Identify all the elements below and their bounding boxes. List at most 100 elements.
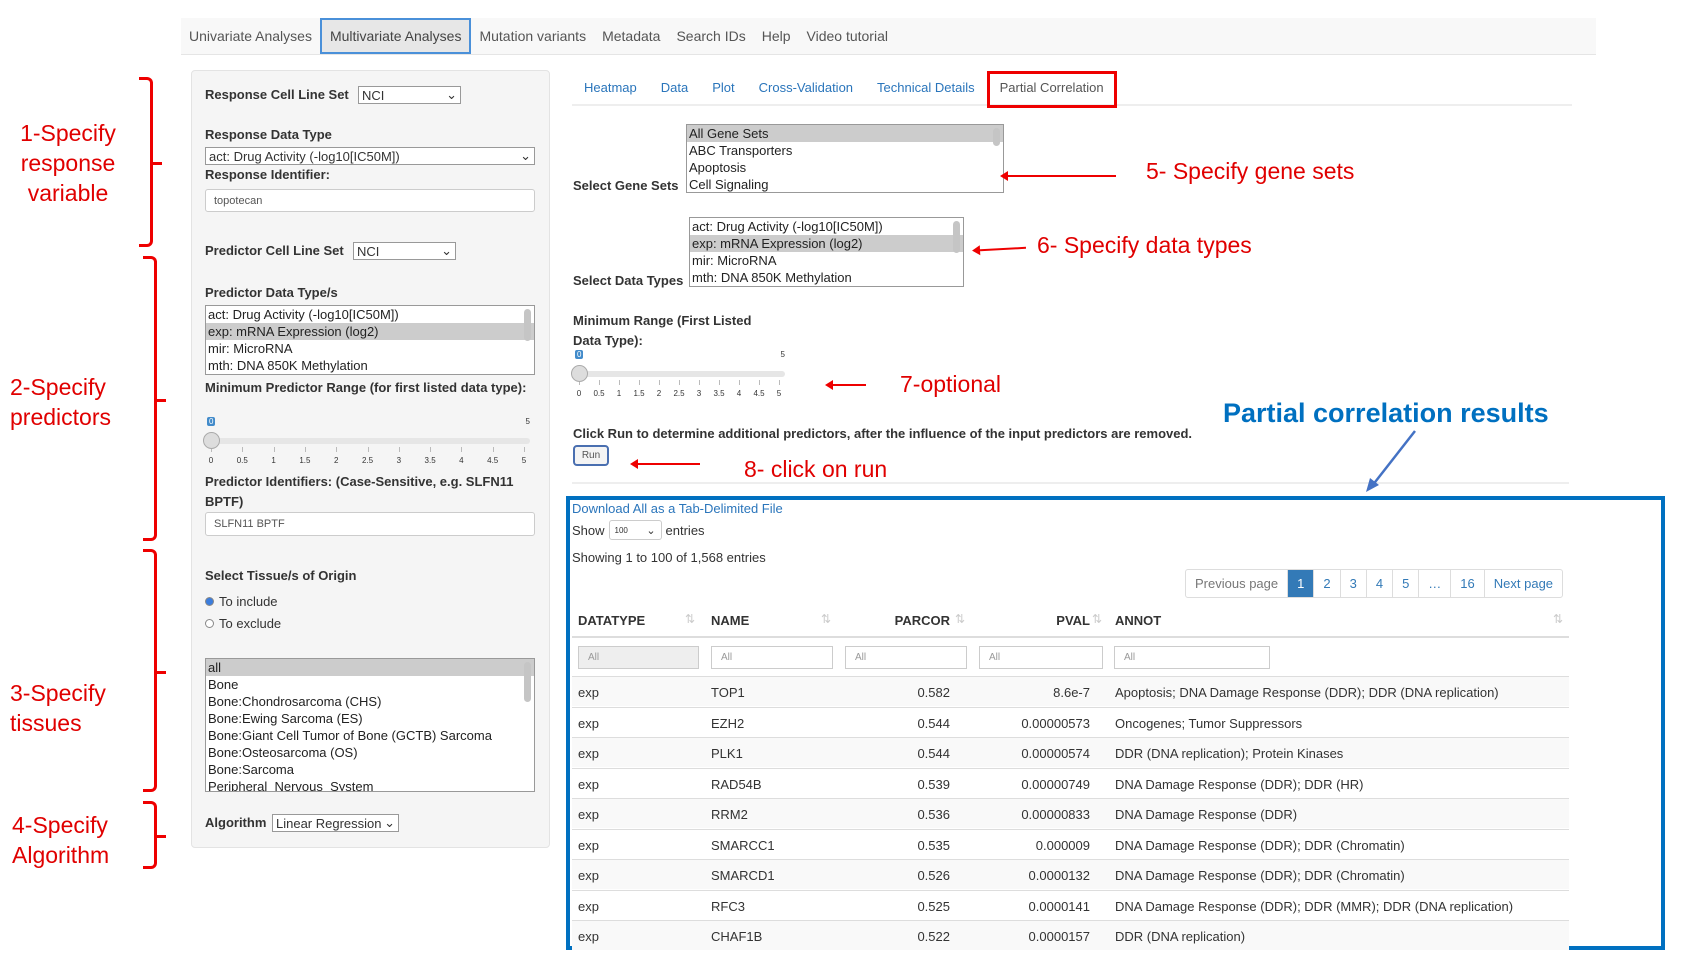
pagination-item[interactable]: Previous page bbox=[1195, 576, 1279, 591]
predictor-cell-line-label: Predictor Cell Line Set bbox=[205, 243, 344, 258]
list-option[interactable]: Bone:Sarcoma bbox=[208, 762, 294, 777]
sort-icon[interactable]: ⇅ bbox=[1553, 612, 1564, 626]
slider-track[interactable] bbox=[205, 438, 530, 444]
slider-handle[interactable] bbox=[571, 365, 588, 382]
column-filter-input[interactable]: All bbox=[578, 646, 699, 669]
pagination-item[interactable]: 5 bbox=[1392, 570, 1418, 597]
chevron-down-icon: ⌄ bbox=[646, 524, 656, 537]
list-option[interactable]: Bone:Osteosarcoma (OS) bbox=[208, 745, 358, 760]
tab-cross-validation[interactable]: Cross-Validation bbox=[758, 80, 854, 95]
list-option[interactable]: All Gene Sets bbox=[687, 125, 1003, 142]
nav-tab[interactable]: Help bbox=[761, 28, 791, 44]
nav-tab[interactable]: Metadata bbox=[602, 28, 661, 44]
scrollbar[interactable] bbox=[524, 662, 531, 702]
column-filter-input[interactable]: All bbox=[1114, 646, 1270, 669]
table-cell: 0.522 bbox=[917, 929, 950, 944]
slider-tick-label: 1 bbox=[271, 456, 276, 465]
pagination-item[interactable]: Next page bbox=[1483, 570, 1562, 597]
brace-2 bbox=[143, 256, 166, 541]
select-value: NCI bbox=[362, 87, 385, 103]
column-filter-input[interactable]: All bbox=[979, 646, 1103, 669]
download-link[interactable]: Download All as a Tab-Delimited File bbox=[572, 501, 783, 516]
list-option[interactable]: Bone bbox=[208, 677, 239, 692]
gene-sets-listbox[interactable]: All Gene Sets ABC Transporters Apoptosis Ce… bbox=[686, 124, 1004, 193]
predictor-data-types-listbox[interactable]: act: Drug Activity (-log10[IC50M]) exp: m… bbox=[205, 305, 535, 375]
list-option[interactable]: exp: mRNA Expression (log2) bbox=[690, 235, 963, 252]
column-filter-input[interactable]: All bbox=[845, 646, 967, 669]
list-option[interactable]: ABC Transporters bbox=[689, 143, 793, 158]
nav-tab[interactable]: Video tutorial bbox=[806, 28, 888, 44]
list-option[interactable]: Bone:Ewing Sarcoma (ES) bbox=[208, 711, 363, 726]
table-row: exp EZH2 0.544 0.00000573 Oncogenes; Tumor S… bbox=[572, 706, 1569, 737]
arrow-5 bbox=[1000, 171, 1116, 181]
pagination-item[interactable]: 2 bbox=[1313, 570, 1339, 597]
column-header-annot[interactable]: ANNOT bbox=[1115, 613, 1162, 628]
column-header-datatype[interactable]: DATATYPE bbox=[578, 613, 646, 628]
algorithm-select[interactable]: Linear Regression ⌄ bbox=[272, 814, 399, 832]
column-header-name[interactable]: NAME bbox=[711, 613, 750, 628]
tab-partial-correlation[interactable]: Partial Correlation bbox=[986, 71, 1117, 108]
radio-button[interactable] bbox=[205, 596, 214, 606]
response-data-type-select[interactable]: act: Drug Activity (-log10[IC50M]) ⌄ bbox=[205, 147, 535, 165]
predictor-identifiers-input[interactable]: SLFN11 BPTF bbox=[205, 512, 535, 536]
slider-handle[interactable] bbox=[203, 432, 220, 449]
sort-icon[interactable]: ⇅ bbox=[1092, 612, 1103, 626]
list-option[interactable]: Bone:Chondrosarcoma (CHS) bbox=[208, 694, 382, 709]
nav-tab[interactable]: Multivariate Analyses bbox=[319, 18, 472, 54]
scrollbar[interactable] bbox=[524, 309, 531, 341]
list-option[interactable]: Peripheral_Nervous_System bbox=[208, 779, 374, 792]
slider-track[interactable] bbox=[573, 371, 785, 377]
entries-label: entries bbox=[665, 522, 705, 538]
pagination-item[interactable]: 4 bbox=[1365, 570, 1392, 597]
sort-icon[interactable]: ⇅ bbox=[821, 612, 832, 626]
list-option[interactable]: act: Drug Activity (-log10[IC50M]) bbox=[692, 219, 883, 234]
nav-tab[interactable]: Mutation variants bbox=[479, 28, 587, 44]
pagination-item[interactable]: 3 bbox=[1339, 570, 1366, 597]
table-row: exp RAD54B 0.539 0.00000749 DNA Damage Respo… bbox=[572, 767, 1569, 798]
list-option[interactable]: mir: MicroRNA bbox=[692, 253, 777, 268]
slider-tick-label: 4.5 bbox=[753, 389, 765, 398]
list-option[interactable]: mth: DNA 850K Methylation bbox=[208, 358, 368, 373]
scrollbar[interactable] bbox=[953, 221, 960, 253]
response-cell-line-select[interactable]: NCI ⌄ bbox=[358, 86, 461, 104]
brace-4 bbox=[143, 801, 166, 869]
tab-plot[interactable]: Plot bbox=[712, 80, 735, 95]
min-range-label-2: Data Type): bbox=[573, 333, 643, 348]
pagination-item[interactable]: 16 bbox=[1450, 570, 1483, 597]
column-header-parcor[interactable]: PARCOR bbox=[894, 613, 950, 628]
sort-icon[interactable]: ⇅ bbox=[685, 612, 696, 626]
tab-heatmap[interactable]: Heatmap bbox=[584, 80, 637, 95]
scrollbar[interactable] bbox=[993, 128, 1000, 146]
table-cell: SMARCD1 bbox=[711, 868, 775, 883]
slider-tick-label: 1.5 bbox=[299, 456, 311, 465]
tissue-listbox[interactable]: all Bone Bone:Chondrosarcoma (CHS) Bone:Ewi… bbox=[205, 658, 535, 792]
list-option[interactable]: Bone:Giant Cell Tumor of Bone (GCTB) Sar… bbox=[208, 728, 492, 743]
nav-tab[interactable]: Univariate Analyses bbox=[189, 28, 312, 44]
data-types-listbox[interactable]: act: Drug Activity (-log10[IC50M]) exp: m… bbox=[689, 217, 964, 287]
list-option[interactable]: Apoptosis bbox=[689, 160, 747, 175]
tab-data[interactable]: Data bbox=[660, 80, 689, 95]
predictor-cell-line-select[interactable]: NCI ⌄ bbox=[353, 242, 456, 260]
tab-technical-details[interactable]: Technical Details bbox=[877, 80, 975, 95]
column-header-pval[interactable]: PVAL bbox=[1056, 613, 1090, 628]
tissue-radio-option[interactable]: To exclude bbox=[205, 612, 281, 634]
results-arrow bbox=[1366, 430, 1416, 492]
sort-icon[interactable]: ⇅ bbox=[955, 612, 966, 626]
list-option[interactable]: Cell Signaling bbox=[689, 177, 769, 192]
list-option[interactable]: mth: DNA 850K Methylation bbox=[692, 270, 852, 285]
list-option[interactable]: all bbox=[206, 659, 534, 676]
tissue-radio-option[interactable]: To include bbox=[205, 590, 281, 612]
slider-tick-label: 4 bbox=[459, 456, 464, 465]
radio-button[interactable] bbox=[205, 618, 214, 628]
response-identifier-input[interactable]: topotecan bbox=[205, 189, 535, 212]
nav-tab[interactable]: Search IDs bbox=[676, 28, 746, 44]
list-option[interactable]: mir: MicroRNA bbox=[208, 341, 293, 356]
run-button[interactable]: Run bbox=[573, 445, 609, 466]
pagination-item[interactable]: … bbox=[1418, 570, 1450, 597]
pagination-item[interactable]: 1 bbox=[1287, 570, 1314, 597]
page-length-select[interactable]: 100 ⌄ bbox=[608, 520, 662, 540]
list-option[interactable]: act: Drug Activity (-log10[IC50M]) bbox=[208, 307, 399, 322]
run-instructions: Click Run to determine additional predic… bbox=[573, 426, 1193, 441]
list-option[interactable]: exp: mRNA Expression (log2) bbox=[206, 323, 534, 340]
column-filter-input[interactable]: All bbox=[711, 646, 833, 669]
